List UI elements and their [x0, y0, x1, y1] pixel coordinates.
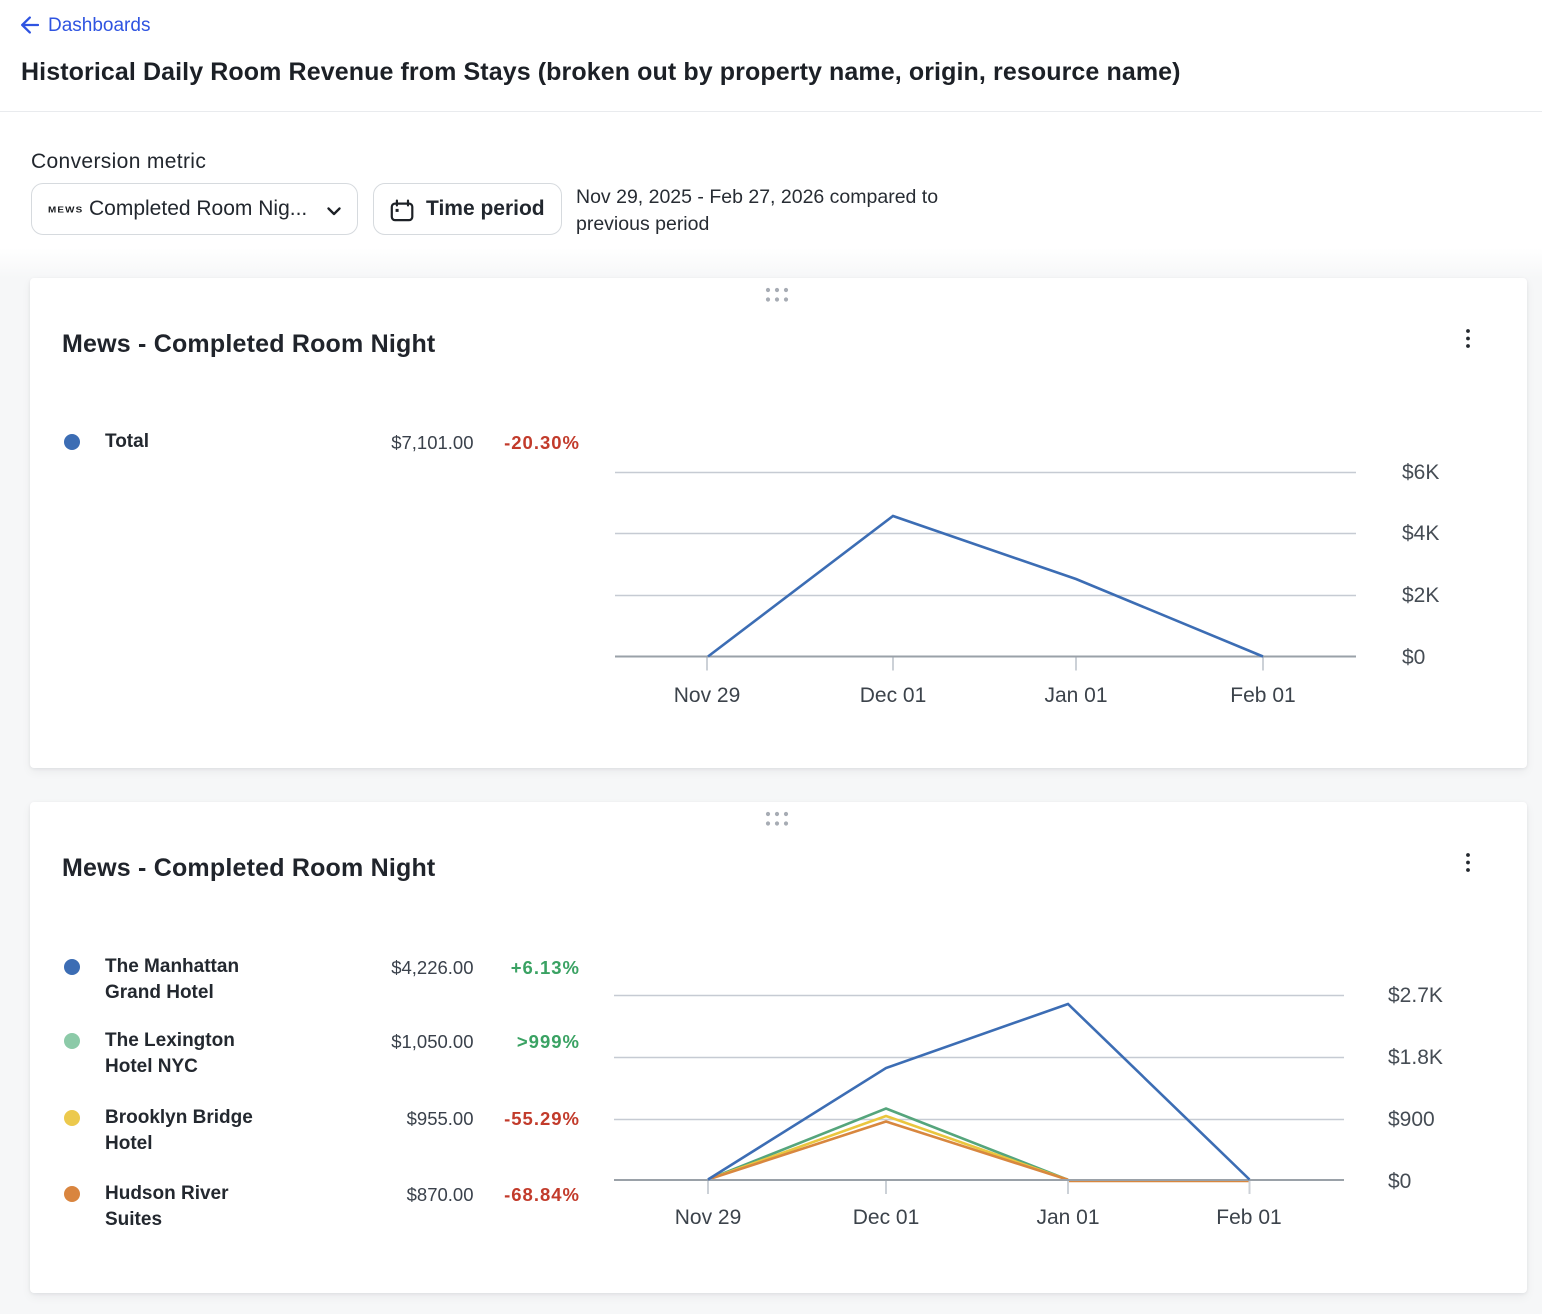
- svg-text:$900: $900: [1388, 1108, 1435, 1131]
- svg-text:Jan 01: Jan 01: [1036, 1206, 1099, 1229]
- svg-text:Dec 01: Dec 01: [853, 1206, 920, 1229]
- svg-text:$0: $0: [1402, 646, 1425, 669]
- svg-text:$2K: $2K: [1402, 584, 1439, 607]
- svg-text:Jan 01: Jan 01: [1044, 684, 1107, 707]
- svg-text:$6K: $6K: [1402, 461, 1439, 484]
- svg-text:Nov 29: Nov 29: [675, 1206, 742, 1229]
- svg-text:$4K: $4K: [1402, 522, 1439, 545]
- svg-text:$0: $0: [1388, 1170, 1411, 1193]
- svg-text:Feb 01: Feb 01: [1230, 684, 1295, 707]
- svg-text:Nov 29: Nov 29: [674, 684, 741, 707]
- svg-text:Feb 01: Feb 01: [1216, 1206, 1281, 1229]
- svg-text:$1.8K: $1.8K: [1388, 1046, 1443, 1069]
- svg-text:Dec 01: Dec 01: [860, 684, 927, 707]
- svg-text:$2.7K: $2.7K: [1388, 984, 1443, 1007]
